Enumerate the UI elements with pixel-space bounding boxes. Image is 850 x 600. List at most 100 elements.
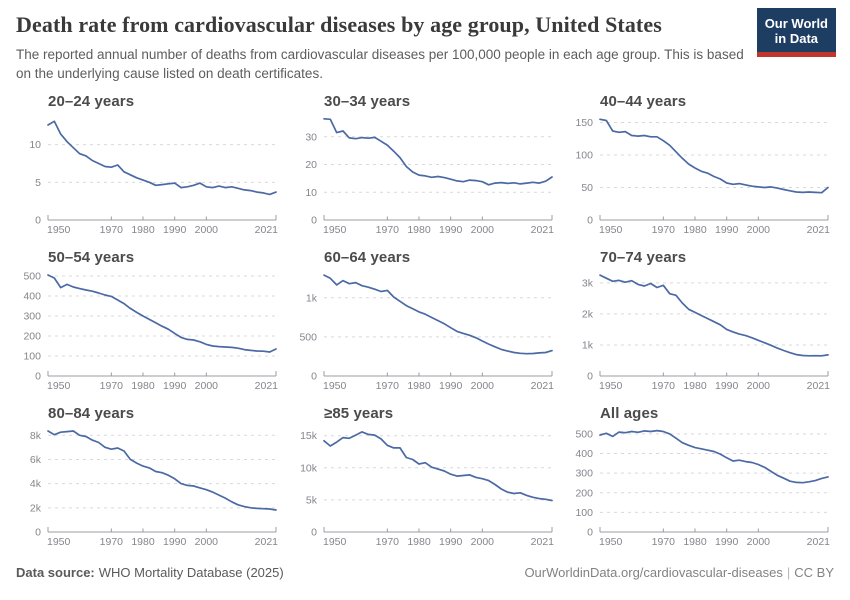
y-tick-label: 30 [305, 132, 317, 144]
x-tick-label: 1950 [323, 536, 347, 548]
x-tick-label: 2021 [807, 380, 831, 392]
x-tick-label: 2000 [471, 224, 495, 236]
chart-panel-all-ages: All ages 0 100 200 300 400 500 1950 1970 1980 199… [568, 405, 834, 552]
y-tick-label: 0 [35, 215, 41, 227]
y-tick-label: 400 [575, 448, 593, 460]
chart-panel-60-64: 60–64 years 0 500 1k 1950 1970 1980 1990 2000 20… [292, 249, 558, 396]
y-tick-label: 10k [300, 463, 318, 475]
y-tick-label: 4k [30, 478, 42, 490]
y-tick-label: 2k [30, 503, 42, 515]
data-series-line [47, 120, 277, 196]
chart-title: All ages [600, 405, 659, 423]
chart-panel-85-plus: ≥85 years 0 5k 10k 15k 1950 1970 1980 1990 2000 2… [292, 405, 558, 552]
y-tick-label: 400 [23, 291, 41, 303]
x-tick-label: 2000 [195, 536, 219, 548]
x-tick-label: 1970 [376, 380, 400, 392]
y-tick-label: 1k [582, 340, 594, 352]
chart-title: ≥85 years [324, 405, 394, 423]
y-tick-label: 100 [575, 507, 593, 519]
chart-title: 50–54 years [48, 249, 135, 267]
x-tick-label: 1990 [163, 380, 187, 392]
owid-logo: Our World in Data [756, 8, 836, 57]
x-tick-label: 1970 [652, 536, 676, 548]
x-tick-label: 1980 [407, 536, 431, 548]
x-tick-label: 2021 [807, 224, 831, 236]
line-chart-svg: 0 2k 4k 6k 8k 1950 1970 1980 1990 2000 2021 [30, 430, 278, 548]
chart-title: 70–74 years [600, 249, 687, 267]
data-series-line [323, 431, 553, 502]
x-tick-label: 2021 [807, 536, 831, 548]
y-tick-label: 100 [23, 351, 41, 363]
chart-panel-50-54: 50–54 years 0 100 200 300 400 500 1950 1970 1980… [16, 249, 282, 396]
attribution: OurWorldinData.org/cardiovascular-diseas… [524, 565, 834, 580]
y-tick-label: 1k [306, 293, 318, 305]
y-tick-label: 100 [575, 150, 593, 162]
y-tick-label: 50 [581, 182, 593, 194]
x-tick-label: 2000 [471, 536, 495, 548]
y-tick-label: 6k [30, 454, 42, 466]
line-chart-svg: 0 1k 2k 3k 1950 1970 1980 1990 2000 2021 [582, 274, 831, 392]
x-tick-label: 1950 [599, 536, 623, 548]
x-tick-label: 1990 [715, 224, 739, 236]
x-tick-label: 2021 [531, 380, 555, 392]
y-tick-label: 200 [23, 331, 41, 343]
x-tick-label: 1970 [100, 536, 124, 548]
line-chart-svg: 0 5k 10k 15k 1950 1970 1980 1990 2000 2021 [300, 431, 554, 549]
data-series-line [47, 430, 277, 512]
x-tick-label: 1970 [652, 380, 676, 392]
x-tick-label: 2021 [255, 380, 279, 392]
line-chart-svg: 0 500 1k 1950 1970 1980 1990 2000 2021 [299, 274, 555, 392]
x-tick-label: 2000 [747, 380, 771, 392]
y-tick-label: 300 [575, 468, 593, 480]
owid-logo-line1: Our World [764, 16, 828, 31]
y-tick-label: 5k [306, 495, 318, 507]
y-tick-label: 8k [30, 430, 42, 442]
y-tick-label: 0 [587, 527, 593, 539]
x-tick-label: 1990 [163, 536, 187, 548]
y-tick-label: 150 [575, 117, 593, 129]
chart-panel-80-84: 80–84 years 0 2k 4k 6k 8k 1950 1970 1980 1990 200… [16, 405, 282, 552]
chart-title: 60–64 years [324, 249, 411, 267]
x-tick-label: 2000 [747, 224, 771, 236]
x-tick-label: 1980 [683, 536, 707, 548]
x-tick-label: 1990 [715, 380, 739, 392]
line-chart-svg: 0 5 10 1950 1970 1980 1990 2000 2021 [29, 120, 278, 236]
y-tick-label: 0 [311, 215, 317, 227]
x-tick-label: 1970 [376, 224, 400, 236]
x-tick-label: 1970 [100, 380, 124, 392]
y-tick-label: 5 [35, 177, 41, 189]
data-series-line [599, 274, 829, 357]
y-tick-label: 10 [29, 139, 41, 151]
line-chart-svg: 0 100 200 300 400 500 1950 1970 1980 1990 2000 2021 [575, 429, 831, 549]
x-tick-label: 2000 [471, 380, 495, 392]
x-tick-label: 1990 [163, 224, 187, 236]
data-series-line [599, 430, 829, 484]
y-tick-label: 200 [575, 488, 593, 500]
license-label: CC BY [794, 565, 834, 581]
x-tick-label: 1970 [100, 224, 124, 236]
chart-panel-70-74: 70–74 years 0 1k 2k 3k 1950 1970 1980 1990 2000 2… [568, 249, 834, 396]
x-tick-label: 1980 [683, 224, 707, 236]
line-chart-svg: 0 100 200 300 400 500 1950 1970 1980 1990 2000 2021 [23, 271, 279, 393]
x-tick-label: 1950 [47, 536, 71, 548]
y-tick-label: 15k [300, 431, 318, 443]
y-tick-label: 20 [305, 159, 317, 171]
x-tick-label: 1980 [407, 224, 431, 236]
x-tick-label: 2000 [747, 536, 771, 548]
data-series-line [323, 274, 553, 355]
x-tick-label: 1970 [652, 224, 676, 236]
x-tick-label: 1950 [599, 224, 623, 236]
x-tick-label: 1950 [323, 380, 347, 392]
x-tick-label: 2000 [195, 380, 219, 392]
page-subtitle: The reported annual number of deaths fro… [16, 47, 744, 82]
chart-footer: Data source: WHO Mortality Database (2025… [0, 552, 850, 580]
x-tick-label: 1950 [323, 224, 347, 236]
data-series-line [323, 118, 553, 186]
data-series-line [47, 274, 277, 354]
small-multiples-grid: 20–24 years 0 5 10 1950 1970 1980 1990 2000 2021… [0, 91, 850, 552]
y-tick-label: 0 [587, 371, 593, 383]
y-tick-label: 2k [582, 309, 594, 321]
x-tick-label: 1990 [439, 536, 463, 548]
y-tick-label: 0 [311, 527, 317, 539]
page-title: Death rate from cardiovascular diseases … [16, 12, 662, 37]
